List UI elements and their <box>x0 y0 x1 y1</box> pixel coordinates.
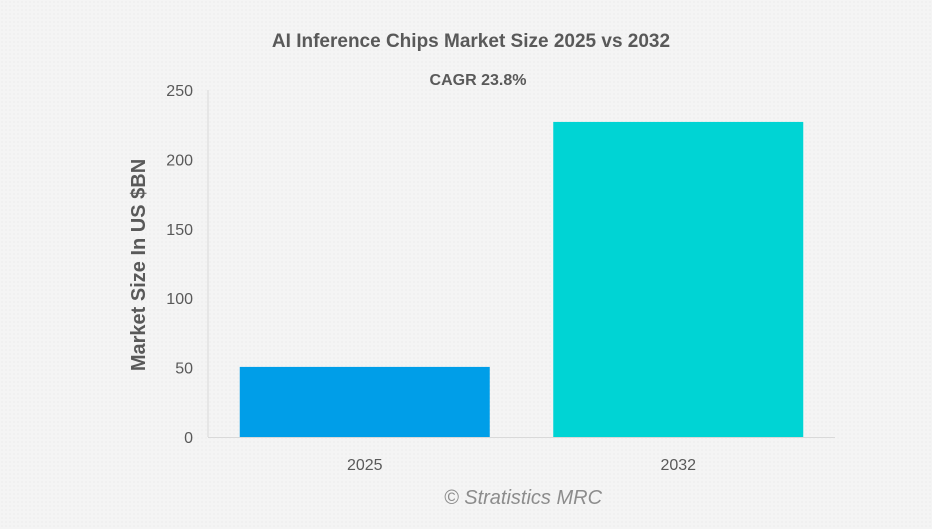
bars <box>239 121 804 437</box>
y-tick-label: 150 <box>166 222 193 239</box>
y-tick-label: 50 <box>175 361 193 378</box>
y-axis-ticks: 0 50 100 150 200 250 <box>166 83 193 447</box>
bar-2032 <box>553 121 804 437</box>
bar-2025 <box>239 366 490 437</box>
x-tick-label-2032: 2032 <box>660 457 696 474</box>
y-tick-label: 250 <box>166 83 193 100</box>
y-tick-label: 0 <box>184 430 193 447</box>
y-tick-label: 100 <box>166 291 193 308</box>
chart-subtitle: CAGR 23.8% <box>430 72 527 89</box>
y-axis-label: Market Size In US $BN <box>128 159 150 371</box>
x-tick-label-2025: 2025 <box>347 457 383 474</box>
y-tick-label: 200 <box>166 152 193 169</box>
x-axis-ticks: 2025 2032 <box>347 457 696 474</box>
watermark-credit: © Stratistics MRC <box>444 487 603 509</box>
chart-title: AI Inference Chips Market Size 2025 vs 2… <box>272 31 670 52</box>
